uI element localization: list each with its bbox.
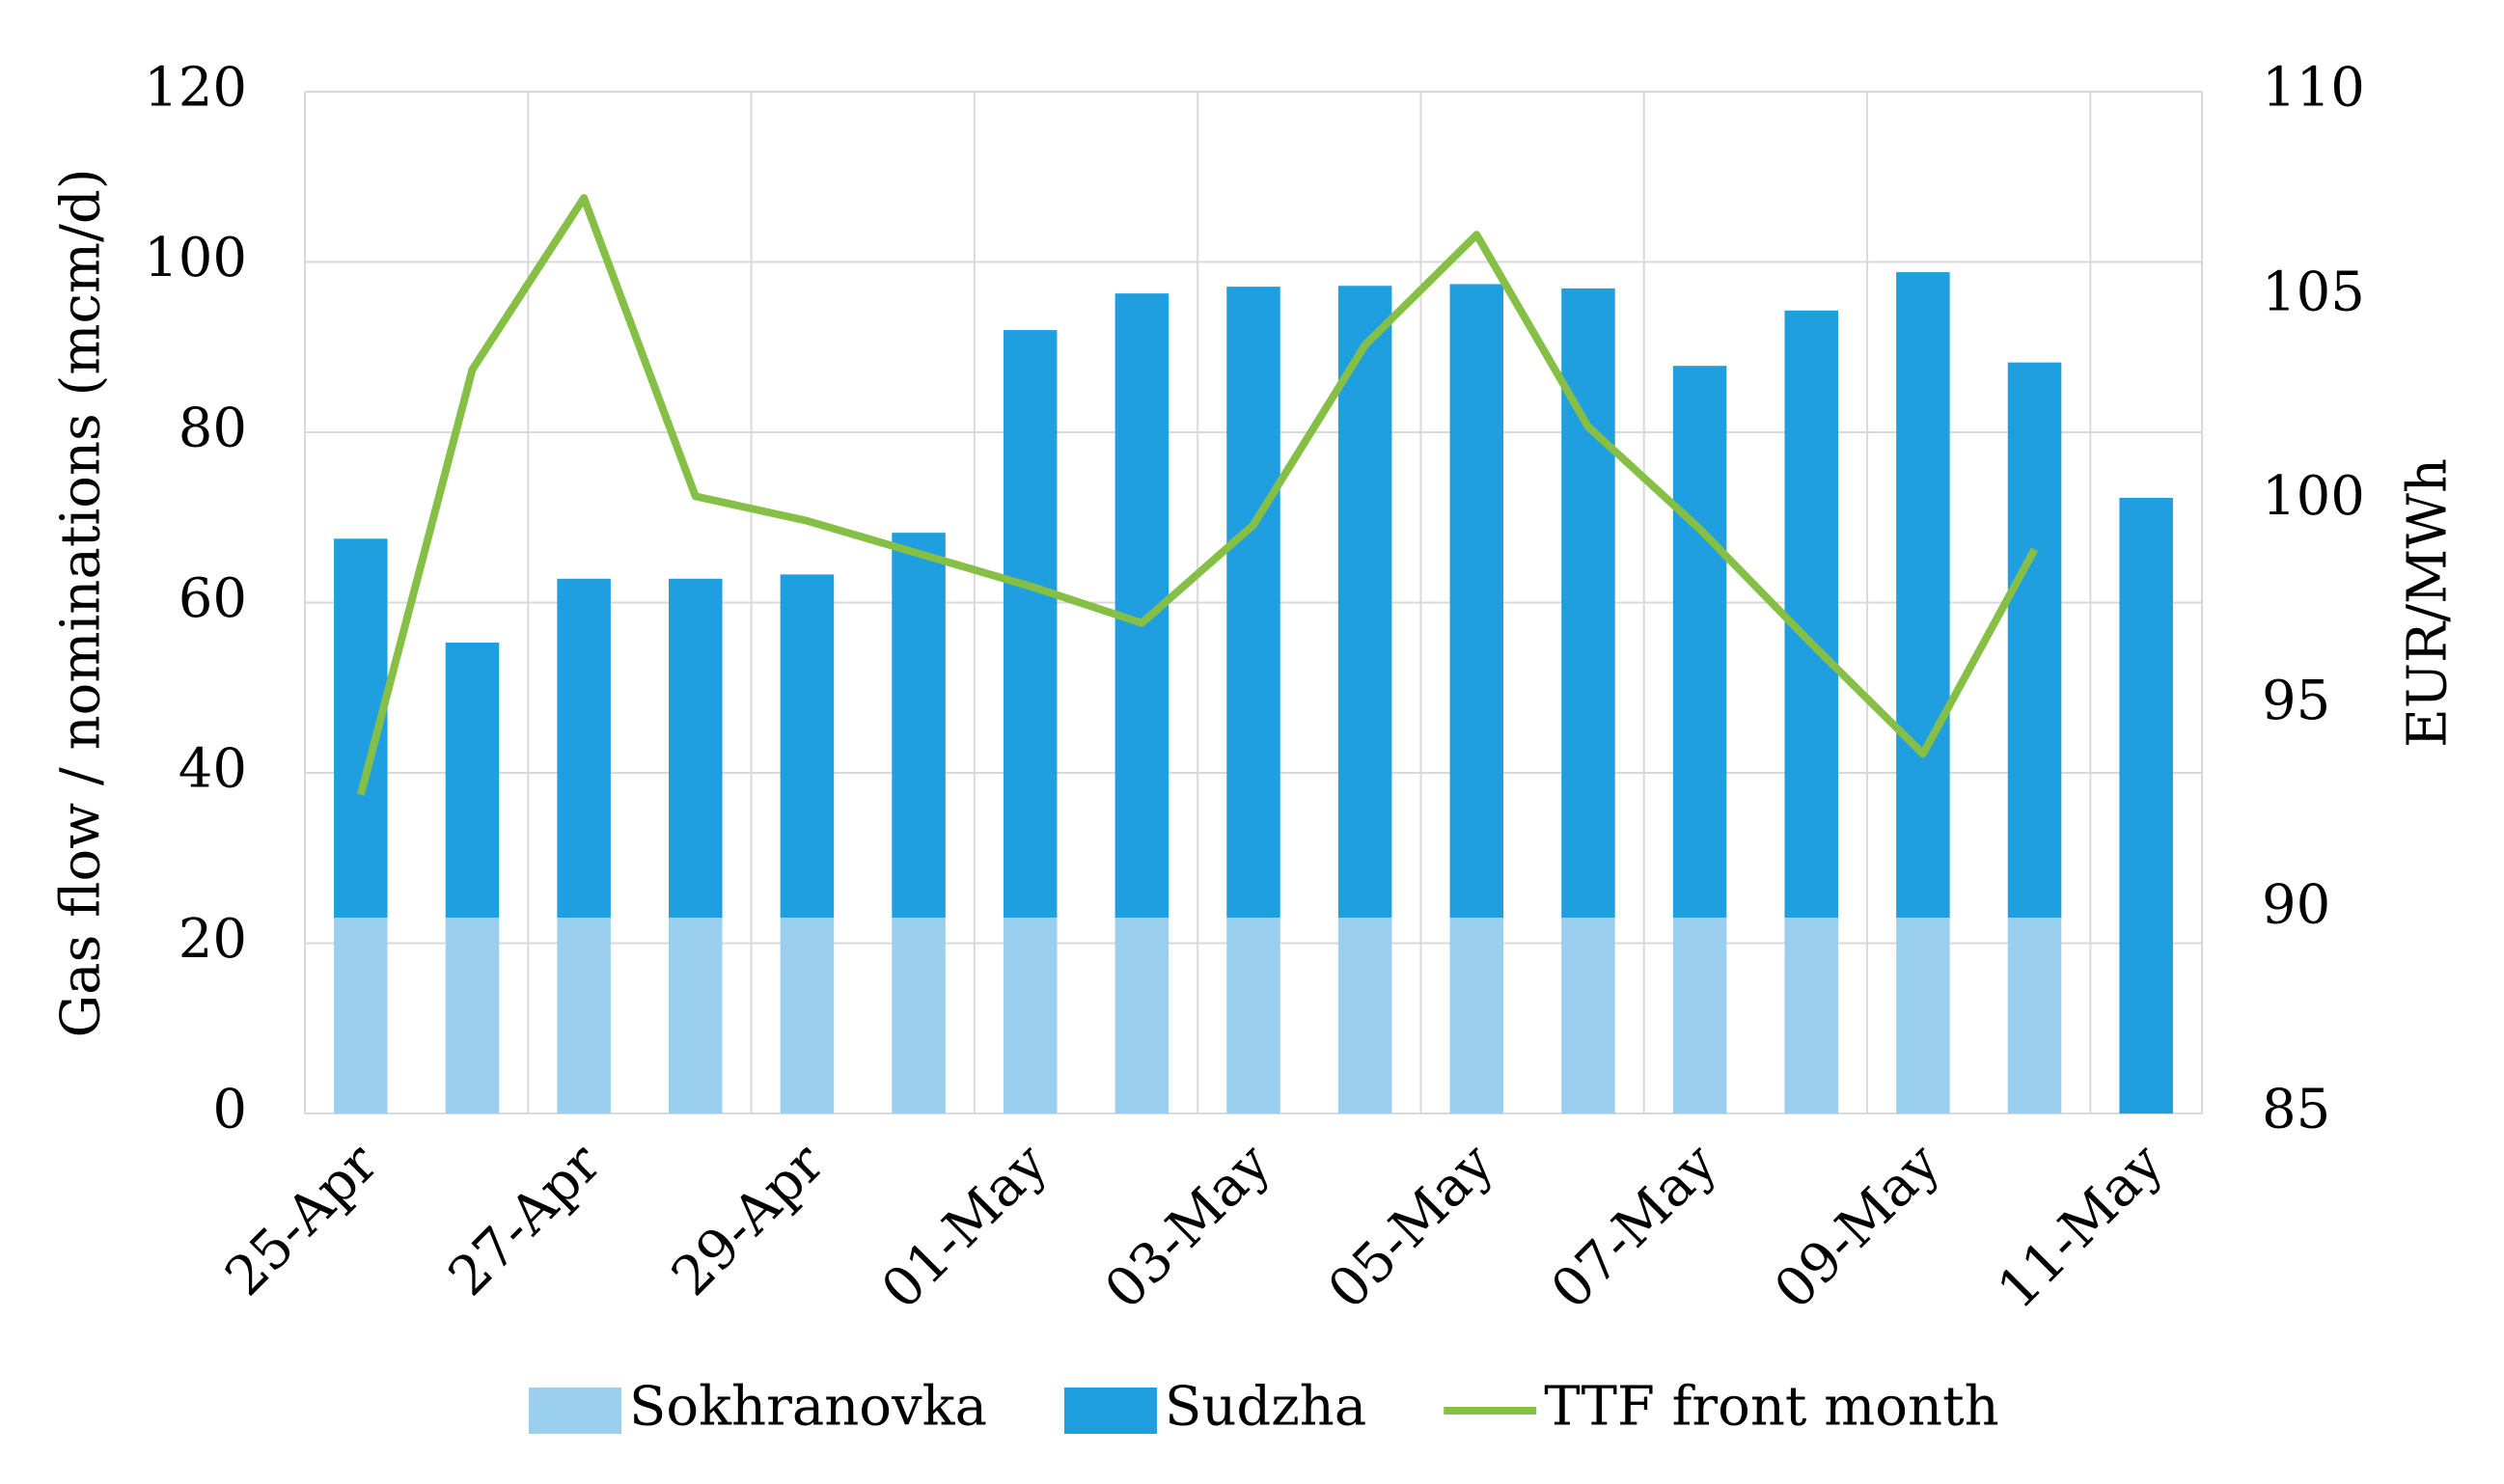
x-tick-label: 03-May (1093, 1132, 1283, 1322)
y-tick-label: 100 (144, 227, 247, 289)
y2-tick-label: 90 (2262, 874, 2330, 937)
bar (1784, 310, 1838, 919)
bar (1784, 918, 1838, 1113)
bar (1226, 287, 1280, 919)
bar (1003, 918, 1058, 1113)
legend-label: Sudzha (1165, 1376, 1366, 1439)
x-tick-label: 01-May (870, 1132, 1060, 1322)
y2-tick-label: 110 (2262, 57, 2365, 120)
bar (1114, 918, 1169, 1113)
bar (1672, 918, 1727, 1113)
y2-tick-label: 105 (2262, 261, 2365, 323)
x-tick-label: 07-May (1539, 1132, 1729, 1322)
x-tick-label: 27-Apr (437, 1132, 614, 1308)
y-tick-label: 80 (179, 398, 247, 460)
bar (445, 918, 500, 1113)
y2-axis-label: EUR/MWh (2397, 458, 2460, 748)
bar (1561, 918, 1615, 1113)
legend-swatch (529, 1388, 621, 1434)
x-tick-label: 25-Apr (213, 1132, 390, 1308)
bar (669, 918, 723, 1113)
y2-tick-label: 100 (2262, 465, 2365, 528)
y-tick-label: 40 (179, 738, 247, 801)
bar (445, 642, 500, 919)
x-tick-label: 11-May (1986, 1132, 2176, 1322)
y-tick-label: 120 (144, 57, 247, 120)
y-tick-label: 60 (179, 567, 247, 630)
legend-label: Sokhranovka (629, 1376, 987, 1439)
y-axis-label: Gas flow / nominations (mcm/d) (50, 168, 113, 1037)
bar (334, 918, 388, 1113)
bar (669, 578, 723, 919)
y2-tick-label: 85 (2262, 1079, 2330, 1141)
bar (1449, 918, 1504, 1113)
bar (1672, 366, 1727, 919)
bar (1226, 918, 1280, 1113)
bar (780, 918, 835, 1113)
bar (892, 918, 946, 1113)
bar (892, 533, 946, 919)
y2-tick-label: 95 (2262, 670, 2330, 732)
y-tick-label: 0 (212, 1079, 247, 1141)
legend-swatch (1063, 1388, 1157, 1434)
bar (1337, 286, 1392, 919)
bar (2119, 497, 2173, 1113)
line (356, 194, 2039, 796)
x-tick-label: 05-May (1316, 1132, 1506, 1322)
bar (2007, 918, 2062, 1113)
bar (780, 574, 835, 919)
bar (557, 918, 611, 1113)
bar (1896, 272, 1950, 919)
bar (1449, 284, 1504, 919)
bar (1896, 918, 1950, 1113)
legend-label: TTF front month (1544, 1376, 1998, 1439)
bar (1003, 330, 1058, 919)
x-tick-label: 09-May (1763, 1132, 1953, 1322)
bar (2007, 362, 2062, 919)
bar (557, 578, 611, 919)
bar (1337, 918, 1392, 1113)
x-tick-label: 29-Apr (660, 1132, 837, 1308)
y-tick-label: 20 (179, 908, 247, 971)
bar (1561, 288, 1615, 919)
